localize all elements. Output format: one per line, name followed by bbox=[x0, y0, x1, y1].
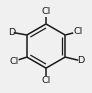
Text: D: D bbox=[77, 56, 84, 65]
Text: D: D bbox=[8, 28, 15, 37]
Text: Cl: Cl bbox=[41, 76, 51, 85]
Text: Cl: Cl bbox=[41, 8, 51, 16]
Text: Cl: Cl bbox=[10, 57, 19, 66]
Text: Cl: Cl bbox=[73, 27, 82, 36]
